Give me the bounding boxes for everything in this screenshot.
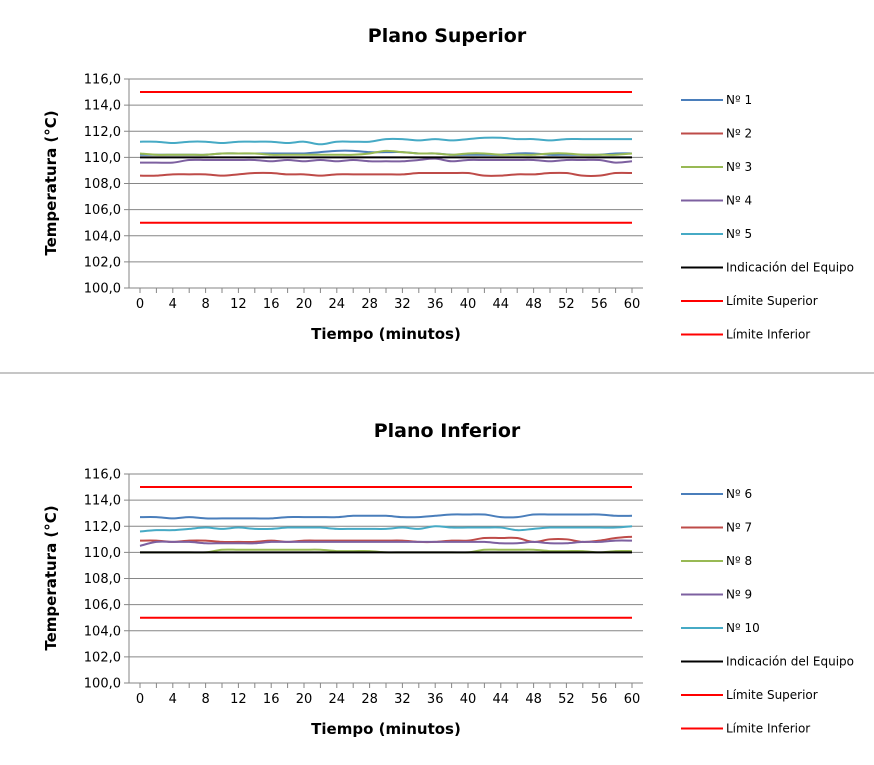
y-tick-label: 112,0 [84, 520, 121, 535]
y-tick-label: 108,0 [84, 572, 121, 587]
legend-label: Indicación del Equipo [726, 655, 854, 669]
x-tick-label: 48 [525, 692, 542, 707]
legend-label: Nº 2 [726, 127, 752, 141]
x-tick-label: 36 [427, 692, 444, 707]
y-tick-label: 110,0 [84, 151, 121, 166]
series-line [139, 136, 632, 146]
series-line [139, 525, 633, 533]
x-tick-label: 40 [460, 297, 477, 312]
legend-label: Nº 7 [726, 521, 752, 535]
legend-label: Nº 6 [726, 487, 752, 501]
series-lines [139, 486, 633, 619]
x-tick-label: 16 [263, 297, 280, 312]
x-tick-label: 56 [591, 297, 608, 312]
legend-label: Límite Inferior [726, 722, 810, 736]
y-tick-labels: 100,0 102,0 104,0 106,0 108,0 110,0 112,0 114,0… [84, 468, 121, 692]
y-tick-labels: 100,0 102,0 104,0 106,0 108,0 110,0 112,0 114,0… [84, 73, 121, 297]
x-axis-title: Tiempo (minutos) [311, 720, 461, 738]
y-tick-label: 116,0 [84, 73, 121, 88]
x-tick-label: 44 [493, 297, 510, 312]
x-tick-label: 12 [230, 297, 247, 312]
x-tick-label: 20 [296, 297, 313, 312]
series-line [140, 157, 633, 164]
y-tick-label: 116,0 [84, 468, 121, 483]
x-axis-title: Tiempo (minutos) [311, 325, 461, 343]
chart-title: Plano Superior [368, 25, 527, 47]
legend-label: Límite Superior [726, 688, 818, 702]
x-tick-label: 24 [329, 297, 346, 312]
x-tick-label: 0 [136, 692, 144, 707]
x-tick-labels: 0 4 8 12 16 20 24 28 32 36 40 44 48 52 56 60 [136, 692, 640, 707]
x-tick-label: 40 [460, 692, 477, 707]
legend-label: Límite Inferior [726, 328, 810, 342]
axes [124, 473, 643, 688]
x-tick-label: 36 [427, 297, 444, 312]
series-line [139, 149, 633, 156]
y-tick-label: 108,0 [84, 177, 121, 192]
y-tick-label: 100,0 [84, 282, 121, 297]
legend-label: Nº 8 [726, 554, 752, 568]
x-tick-label: 28 [361, 692, 378, 707]
y-tick-label: 110,0 [84, 546, 121, 561]
legend: Nº 1 Nº 2 Nº 3 Nº 4 Nº 5 Indicación del Equip… [681, 93, 854, 342]
chart-plano-superior: Plano Superior 100,0 102,0 104,0 106,0 108,0… [42, 25, 854, 343]
x-tick-label: 28 [361, 297, 378, 312]
legend-label: Indicación del Equipo [726, 261, 854, 275]
y-tick-label: 114,0 [84, 99, 121, 114]
chart-title: Plano Inferior [374, 420, 521, 442]
x-tick-label: 60 [624, 297, 641, 312]
y-tick-label: 112,0 [84, 125, 121, 140]
series-lines [139, 91, 633, 224]
x-tick-label: 48 [525, 297, 542, 312]
x-tick-label: 52 [558, 692, 575, 707]
series-line [139, 539, 633, 547]
x-tick-label: 24 [329, 692, 346, 707]
series-line [139, 513, 633, 520]
y-tick-label: 106,0 [84, 598, 121, 613]
gridlines [129, 78, 643, 263]
x-tick-label: 4 [169, 297, 177, 312]
legend-label: Nº 9 [726, 588, 752, 602]
y-tick-label: 102,0 [84, 255, 121, 270]
series-line [139, 535, 633, 544]
legend-label: Límite Superior [726, 294, 818, 308]
x-tick-label: 56 [591, 692, 608, 707]
series-line [139, 171, 633, 177]
x-tick-label: 8 [201, 297, 209, 312]
y-tick-label: 104,0 [84, 624, 121, 639]
y-tick-label: 102,0 [84, 650, 121, 665]
x-tick-labels: 0 4 8 12 16 20 24 28 32 36 40 44 48 52 56 60 [136, 297, 640, 312]
legend-label: Nº 1 [726, 93, 752, 107]
x-tick-label: 20 [296, 692, 313, 707]
x-tick-label: 44 [493, 692, 510, 707]
x-tick-label: 16 [263, 692, 280, 707]
y-tick-label: 114,0 [84, 494, 121, 509]
y-tick-label: 106,0 [84, 203, 121, 218]
y-tick-label: 104,0 [84, 229, 121, 244]
legend-label: Nº 3 [726, 160, 752, 174]
legend: Nº 6 Nº 7 Nº 8 Nº 9 Nº 10 Indicación del Equi… [681, 487, 854, 736]
x-tick-label: 32 [394, 692, 411, 707]
x-tick-label: 4 [169, 692, 177, 707]
y-axis-title: Temperatura (°C) [42, 505, 60, 650]
x-tick-label: 52 [558, 297, 575, 312]
legend-label: Nº 4 [726, 194, 752, 208]
chart-plano-inferior: Plano Inferior 100,0 102,0 104,0 106,0 108,0… [42, 420, 854, 738]
x-tick-label: 32 [394, 297, 411, 312]
x-tick-label: 0 [136, 297, 144, 312]
gridlines [129, 473, 643, 658]
x-tick-label: 12 [230, 692, 247, 707]
legend-label: Nº 5 [726, 227, 752, 241]
x-tick-label: 8 [201, 692, 209, 707]
axes [124, 78, 643, 293]
y-axis-title: Temperatura (°C) [42, 110, 60, 255]
x-tick-label: 60 [624, 692, 641, 707]
legend-label: Nº 10 [726, 621, 760, 635]
y-tick-label: 100,0 [84, 677, 121, 692]
